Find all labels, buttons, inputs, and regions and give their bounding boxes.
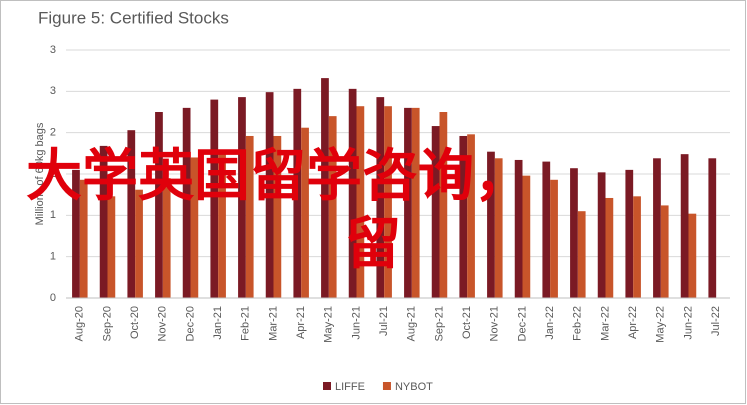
bar [328,116,337,298]
y-tick-label: 3 [50,44,56,56]
x-tick-label: Dec-20 [184,306,196,341]
bar [431,126,440,298]
x-tick-label: Sep-21 [433,306,445,341]
bar [107,196,116,298]
x-tick-label: May-21 [323,306,335,343]
x-tick-label: May-22 [655,306,667,343]
bar [411,107,420,298]
bar [404,107,412,298]
chart-title: Figure 5: Certified Stocks [38,8,229,27]
x-tick-label: Nov-21 [489,306,501,341]
bar [688,213,697,298]
bar [542,161,551,298]
x-tick-label: Aug-20 [74,306,86,341]
x-tick-label: Feb-21 [240,306,252,341]
x-tick-label: Aug-21 [406,306,418,341]
y-tick-label: 3 [50,85,56,97]
bar [273,135,282,298]
bar [570,168,578,298]
bar [487,151,495,298]
legend-label: NYBOT [395,381,433,393]
y-tick-label: 2 [50,168,56,180]
watermark: 留 [345,212,401,277]
y-tick-label: 1 [50,209,56,221]
y-axis-label: Millions of 60kg bags [34,122,46,225]
bar [660,205,669,298]
bar [127,130,136,298]
bar [356,106,365,298]
bar [680,154,689,298]
x-tick-label: Apr-21 [295,306,307,339]
bar [321,78,329,299]
bar [135,189,143,298]
bar [577,211,586,298]
x-tick-label: Oct-21 [461,306,473,339]
bar [293,88,302,298]
x-tick-label: Sep-20 [101,306,113,341]
bar [245,135,254,298]
bar [348,88,357,298]
x-tick-label: Jan-21 [212,306,224,340]
x-tick-label: Jul-22 [710,306,722,336]
bar [190,157,199,298]
bar [625,169,634,298]
watermark: 大学英国留学咨询， [26,144,530,209]
bar [376,97,385,299]
legend-label: LIFFE [335,381,365,393]
x-tick-label: Jan-22 [544,306,556,340]
y-tick-label: 0 [50,292,56,304]
x-tick-label: Oct-20 [129,306,141,339]
bar [522,175,531,298]
x-tick-label: Nov-20 [157,306,169,341]
bar [265,92,274,298]
x-tick-label: Mar-22 [599,306,611,341]
bar [514,159,523,298]
bar [238,97,246,299]
bar [182,107,191,298]
bar [708,158,717,298]
bar [633,196,641,298]
bar [467,134,475,298]
bar [597,172,606,298]
x-tick-label: Jul-21 [378,306,390,336]
bar [494,158,503,298]
bar [72,169,80,298]
bar [99,145,108,298]
bar [79,179,88,298]
x-tick-label: Dec-21 [516,306,528,341]
bar [162,178,171,298]
bar [605,197,614,298]
bar [550,179,558,298]
x-tick-label: Jun-21 [350,306,362,340]
bar [384,106,392,298]
x-tick-label: Apr-22 [627,306,639,339]
bar [439,112,448,298]
x-tick-label: Mar-21 [267,306,279,341]
bar [459,135,468,298]
bar [155,112,163,298]
bar [301,127,309,298]
x-tick-label: Jun-22 [682,306,694,340]
bar [653,158,661,298]
bar [210,99,219,298]
y-tick-label: 1 [50,251,56,263]
x-tick-label: Feb-22 [572,306,584,341]
legend-swatch [323,382,331,390]
legend-swatch [382,382,391,390]
y-tick-label: 2 [50,127,56,139]
bar [218,153,226,298]
